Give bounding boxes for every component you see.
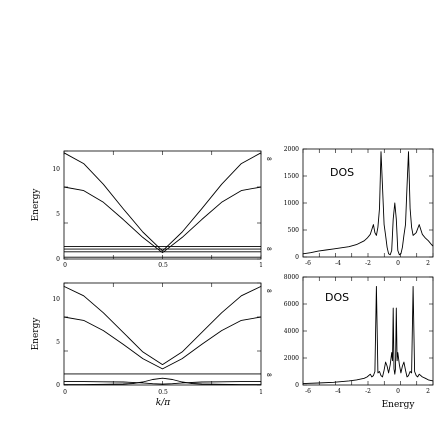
tick-marks — [63, 150, 262, 260]
x-tick-label: 0 — [63, 262, 67, 269]
x-tick-label: -6 — [305, 260, 311, 267]
x-tick-label: -2 — [365, 260, 371, 267]
x-tick-label: 2 — [426, 388, 430, 395]
y-tick-label: 2000 — [284, 146, 299, 153]
y-axis-label: Energy — [31, 188, 41, 222]
dos-curve — [302, 285, 434, 385]
dos-panel-bottom: DOS 8000 6000 4000 2000 0 -6 -4 -2 0 2 E… — [284, 274, 434, 410]
y-tick-label: 1500 — [284, 173, 299, 180]
side-mark: 8 — [265, 247, 272, 251]
x-tick-label: 0 — [63, 389, 67, 396]
y-tick-label: 1000 — [284, 200, 299, 207]
series-line — [302, 151, 434, 256]
y-tick-label: 5 — [56, 211, 60, 218]
tick-marks — [302, 148, 434, 258]
panel-title: DOS — [325, 291, 349, 304]
side-mark: 8 — [265, 289, 272, 293]
y-tick-label: 0 — [295, 382, 299, 389]
band-curves — [63, 285, 262, 386]
y-tick-label: 5 — [56, 339, 60, 346]
series-line — [63, 186, 262, 254]
series-line — [64, 377, 261, 386]
side-mark: 8 — [265, 373, 272, 377]
y-tick-label: 4000 — [284, 328, 299, 335]
y-tick-label: 6000 — [284, 301, 299, 308]
y-tick-label: 2000 — [284, 355, 299, 362]
x-axis-label: Energy — [382, 400, 416, 410]
x-tick-label: -2 — [365, 388, 371, 395]
series-line — [63, 152, 262, 252]
y-tick-label: 0 — [56, 256, 60, 263]
x-tick-label: 0.5 — [158, 389, 168, 396]
side-mark: 8 — [265, 157, 272, 161]
y-tick-label: 0 — [295, 254, 299, 261]
band-curves — [63, 152, 262, 258]
y-tick-label: 0 — [56, 382, 60, 389]
plot-frame — [302, 148, 434, 258]
plot-frame — [63, 282, 262, 386]
x-tick-label: 1 — [259, 262, 263, 269]
tick-marks — [302, 276, 434, 386]
dos-panel-top: DOS 2000 1500 1000 500 0 -6 -4 -2 0 2 — [284, 146, 434, 267]
x-tick-label: -4 — [335, 260, 341, 267]
y-tick-label: 10 — [52, 296, 60, 303]
series-line — [302, 285, 434, 385]
tick-marks — [63, 282, 262, 386]
x-axis-label: k/π — [156, 398, 171, 408]
band-panel-top: 0 0.5 1 0 5 10 8 8 Energy — [31, 150, 272, 269]
x-tick-label: 1 — [259, 389, 263, 396]
x-tick-label: -6 — [305, 388, 311, 395]
x-tick-label: 0 — [396, 388, 400, 395]
dos-curve — [302, 151, 434, 256]
x-tick-label: 0 — [396, 260, 400, 267]
x-tick-label: -4 — [335, 388, 341, 395]
y-tick-label: 500 — [288, 227, 300, 234]
panel-title: DOS — [330, 166, 354, 179]
y-tick-label: 10 — [52, 166, 60, 173]
band-panel-bottom: 0 0.5 1 0 5 10 8 8 Energy k/π — [31, 282, 272, 408]
plot-frame — [63, 150, 262, 260]
x-tick-label: 0.5 — [158, 262, 168, 269]
series-line — [63, 285, 262, 366]
x-tick-label: 2 — [426, 260, 430, 267]
y-axis-label: Energy — [31, 317, 41, 351]
series-line — [63, 316, 262, 370]
y-tick-label: 8000 — [284, 274, 299, 281]
